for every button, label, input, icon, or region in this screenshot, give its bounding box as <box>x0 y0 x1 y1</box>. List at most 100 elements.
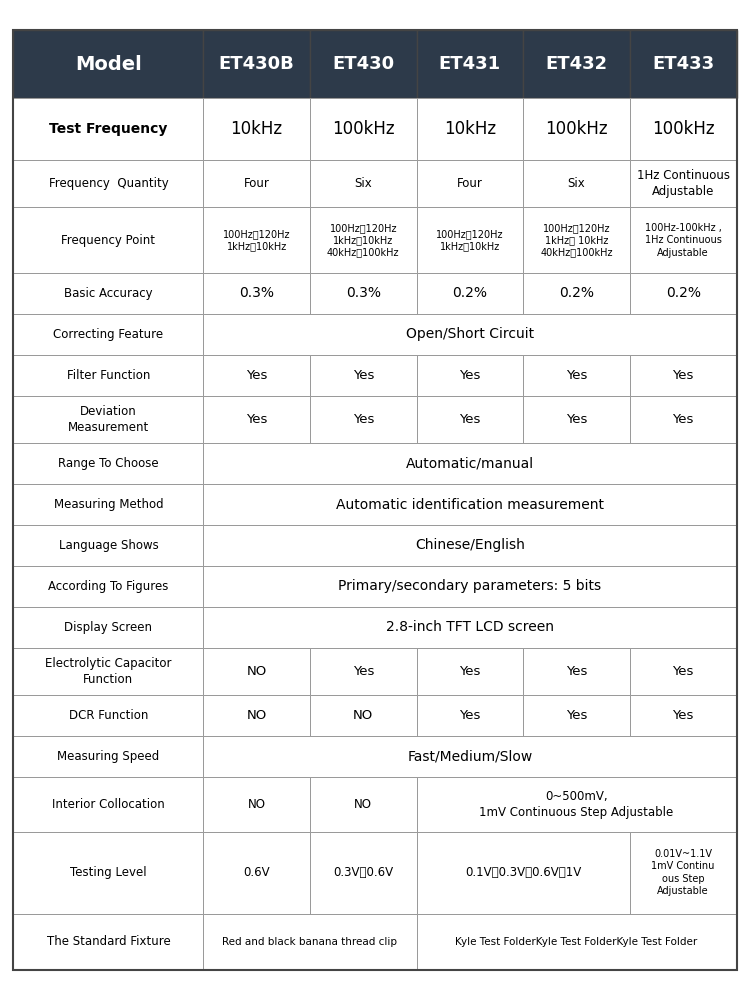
Text: Yes: Yes <box>352 369 374 382</box>
Bar <box>630 832 736 914</box>
Text: Testing Level: Testing Level <box>70 866 147 879</box>
Text: Automatic identification measurement: Automatic identification measurement <box>336 498 604 512</box>
Text: 0.1V、0.3V、0.6V、1V: 0.1V、0.3V、0.6V、1V <box>465 866 581 879</box>
Bar <box>416 648 524 695</box>
Bar <box>13 160 203 207</box>
Bar <box>524 30 630 98</box>
Text: Display Screen: Display Screen <box>64 621 152 634</box>
Text: ET432: ET432 <box>545 55 608 73</box>
Text: NO: NO <box>354 798 372 811</box>
Bar <box>203 648 310 695</box>
Bar <box>203 396 310 443</box>
Bar <box>524 98 630 160</box>
Text: 0.2%: 0.2% <box>452 286 488 300</box>
Bar <box>13 314 203 355</box>
Bar <box>630 98 736 160</box>
Text: Filter Function: Filter Function <box>67 369 150 382</box>
Text: Language Shows: Language Shows <box>58 539 158 552</box>
Bar <box>203 160 310 207</box>
Text: Yes: Yes <box>566 369 587 382</box>
Text: 0.01V~1.1V
1mV Continu
ous Step
Adjustable: 0.01V~1.1V 1mV Continu ous Step Adjustab… <box>652 849 715 896</box>
Text: Model: Model <box>75 55 142 74</box>
Text: 100Hz、120Hz
1kHz、10kHz: 100Hz、120Hz 1kHz、10kHz <box>223 229 290 251</box>
Bar <box>630 396 736 443</box>
Text: Electrolytic Capacitor
Function: Electrolytic Capacitor Function <box>45 657 172 686</box>
Bar <box>13 736 203 777</box>
Bar <box>203 695 310 736</box>
Text: 100Hz、120Hz
1kHz、10kHz
40kHz、100kHz: 100Hz、120Hz 1kHz、10kHz 40kHz、100kHz <box>327 223 400 258</box>
Text: ET433: ET433 <box>652 55 714 73</box>
Text: Deviation
Measurement: Deviation Measurement <box>68 405 149 434</box>
Bar <box>310 98 416 160</box>
Text: Yes: Yes <box>459 709 481 722</box>
Bar <box>524 396 630 443</box>
Text: 0.6V: 0.6V <box>243 866 270 879</box>
Bar <box>13 777 203 832</box>
Bar <box>13 832 203 914</box>
Bar <box>203 914 416 970</box>
Bar <box>630 695 736 736</box>
Text: 1Hz Continuous
Adjustable: 1Hz Continuous Adjustable <box>637 169 730 198</box>
Text: Correcting Feature: Correcting Feature <box>53 328 164 341</box>
Bar <box>13 355 203 396</box>
Bar <box>13 273 203 314</box>
Bar <box>524 207 630 273</box>
Bar <box>630 273 736 314</box>
Bar <box>203 484 736 525</box>
Text: ET431: ET431 <box>439 55 501 73</box>
Text: Frequency  Quantity: Frequency Quantity <box>49 177 168 190</box>
Bar <box>416 832 630 914</box>
Bar <box>203 443 736 484</box>
Bar <box>13 914 203 970</box>
Bar <box>416 207 524 273</box>
Bar <box>524 273 630 314</box>
Bar <box>630 355 736 396</box>
Text: Automatic/manual: Automatic/manual <box>406 457 534 471</box>
Text: Yes: Yes <box>352 665 374 678</box>
Text: NO: NO <box>247 665 267 678</box>
Bar <box>203 355 310 396</box>
Text: Yes: Yes <box>673 709 694 722</box>
Text: 0.3%: 0.3% <box>239 286 274 300</box>
Bar <box>310 396 416 443</box>
Text: Yes: Yes <box>459 369 481 382</box>
Bar <box>203 207 310 273</box>
Text: Yes: Yes <box>566 413 587 426</box>
Text: NO: NO <box>247 709 267 722</box>
Text: Yes: Yes <box>673 413 694 426</box>
Text: Open/Short Circuit: Open/Short Circuit <box>406 327 534 341</box>
Bar <box>416 396 524 443</box>
Text: 100Hz、120Hz
1kHz、10kHz: 100Hz、120Hz 1kHz、10kHz <box>436 229 504 251</box>
Bar <box>416 777 736 832</box>
Text: Yes: Yes <box>673 665 694 678</box>
Text: Test Frequency: Test Frequency <box>50 122 167 136</box>
Text: Six: Six <box>568 177 586 190</box>
Bar <box>524 355 630 396</box>
Bar <box>203 607 736 648</box>
Bar <box>524 695 630 736</box>
Text: Four: Four <box>244 177 269 190</box>
Text: 0.3V、0.6V: 0.3V、0.6V <box>333 866 393 879</box>
Text: 100kHz: 100kHz <box>332 120 394 138</box>
Text: DCR Function: DCR Function <box>69 709 148 722</box>
Bar <box>203 525 736 566</box>
Bar <box>416 98 524 160</box>
Bar <box>310 355 416 396</box>
Bar <box>416 273 524 314</box>
Bar <box>630 207 736 273</box>
Bar <box>416 30 524 98</box>
Bar <box>13 484 203 525</box>
Text: Range To Choose: Range To Choose <box>58 457 159 470</box>
Text: Red and black banana thread clip: Red and black banana thread clip <box>223 937 398 947</box>
Text: 10kHz: 10kHz <box>230 120 283 138</box>
Text: Six: Six <box>355 177 372 190</box>
Text: Yes: Yes <box>566 665 587 678</box>
Text: Yes: Yes <box>246 413 267 426</box>
Bar <box>630 648 736 695</box>
Text: Measuring Speed: Measuring Speed <box>57 750 160 763</box>
Text: Chinese/English: Chinese/English <box>415 538 525 552</box>
Bar <box>416 914 736 970</box>
Bar <box>524 648 630 695</box>
Bar <box>13 648 203 695</box>
Bar <box>13 525 203 566</box>
